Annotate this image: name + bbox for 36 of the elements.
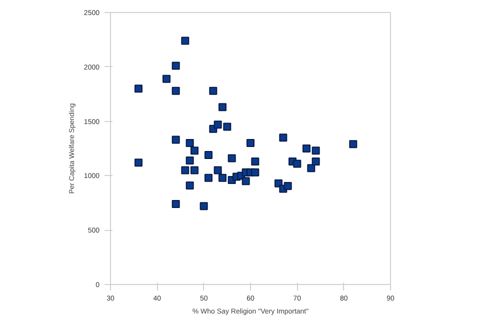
point <box>186 156 194 164</box>
point <box>293 160 302 168</box>
point <box>246 139 254 148</box>
point <box>218 174 226 182</box>
point <box>204 174 212 182</box>
point <box>214 120 222 129</box>
point <box>162 74 170 83</box>
point <box>181 166 190 174</box>
point <box>172 86 180 95</box>
point <box>349 140 358 148</box>
point <box>172 136 180 144</box>
point <box>302 144 310 152</box>
point <box>251 158 260 166</box>
point <box>242 177 250 186</box>
point <box>186 139 194 148</box>
point <box>223 122 232 131</box>
point <box>172 200 180 208</box>
point <box>172 62 180 70</box>
point <box>200 202 208 210</box>
point <box>312 158 320 166</box>
point <box>134 84 142 93</box>
point <box>204 151 212 160</box>
point <box>190 166 198 174</box>
point <box>209 86 218 95</box>
point <box>279 134 288 142</box>
point <box>190 146 198 155</box>
point <box>307 164 316 172</box>
point <box>284 182 292 190</box>
point <box>134 158 142 167</box>
point <box>312 146 320 155</box>
point <box>186 181 194 190</box>
point <box>251 168 260 176</box>
point <box>181 36 190 45</box>
point <box>228 154 236 162</box>
point <box>218 103 226 112</box>
point <box>214 166 222 174</box>
